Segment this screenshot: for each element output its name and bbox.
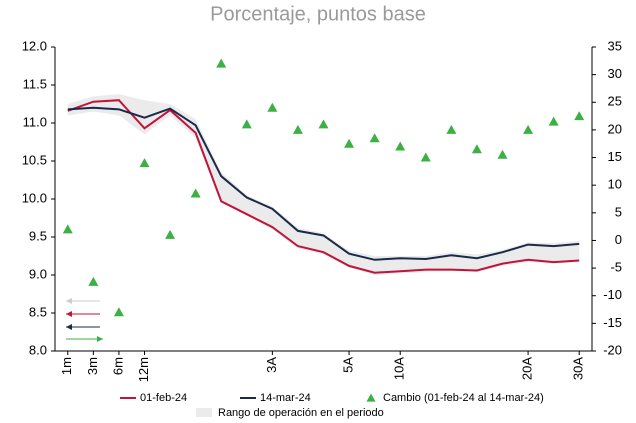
y2-tick-label: -5 [610,260,622,275]
triangle-marker [497,149,508,159]
x-tick-label: 5A [341,357,356,373]
legend-swatch [366,393,376,402]
triangle-marker [395,141,406,151]
x-tick-label: 3A [264,357,279,373]
y2-tick-label: 20 [608,121,622,136]
y-tick-label: 12.0 [22,38,47,53]
triangle-marker [216,58,227,68]
triangle-marker [292,124,303,134]
legend-label: Cambio (01-feb-24 al 14-mar-24) [383,392,544,404]
legend-label: 14-mar-24 [260,392,311,404]
y-tick-label: 10.0 [22,190,47,205]
y2-tick-label: 0 [615,232,622,247]
x-tick-label: 3m [85,357,100,375]
triangle-marker [88,276,99,286]
triangle-marker [344,138,355,148]
y-tick-label: 8.0 [29,342,47,357]
x-tick-label: 1m [59,357,74,375]
triangle-marker [369,133,380,143]
y2-tick-label: -20 [603,342,622,357]
y2-tick-label: 35 [608,38,622,53]
y2-tick-label: 30 [608,66,622,81]
triangle-marker [548,116,559,126]
arrow-hints [66,298,103,342]
triangle-marker [113,307,124,317]
y2-tick-label: 10 [608,177,622,192]
y-tick-label: 11.0 [23,114,47,129]
triangle-marker [446,124,457,134]
y-tick-label: 9.0 [29,266,47,281]
y-tick-label: 8.5 [29,304,47,319]
triangle-marker [267,102,278,112]
chart-title: Porcentaje, puntos base [210,3,426,25]
triangle-marker [318,119,329,129]
legend-swatch [196,408,212,417]
y2-tick-label: 25 [608,94,622,109]
legend-label: Rango de operación en el periodo [218,407,384,419]
y2-tick-label: 15 [608,149,622,164]
triangle-marker [420,152,431,162]
y-tick-label: 10.5 [22,152,47,167]
y2-tick-label: -15 [603,315,622,330]
triangle-marker [165,229,176,239]
x-tick-label: 6m [110,357,125,375]
legend-label: 01-feb-24 [140,392,187,404]
triangle-marker [523,124,534,134]
triangle-marker [62,224,73,234]
x-tick-label: 10A [392,357,407,380]
x-tick-label: 30A [571,357,586,380]
y2-tick-label: 5 [615,204,622,219]
triangle-marker [574,111,585,121]
y2-tick-label: -10 [603,287,622,302]
line [67,99,580,274]
x-tick-label: 12m [136,357,151,382]
triangle-marker [471,144,482,154]
y-tick-label: 11.5 [23,76,47,91]
line [67,106,580,261]
triangle-marker [241,119,252,129]
range-band [67,94,580,276]
triangle-marker [190,188,201,198]
y-tick-label: 9.5 [29,228,47,243]
x-tick-label: 20A [520,357,535,380]
triangle-marker [139,158,150,168]
